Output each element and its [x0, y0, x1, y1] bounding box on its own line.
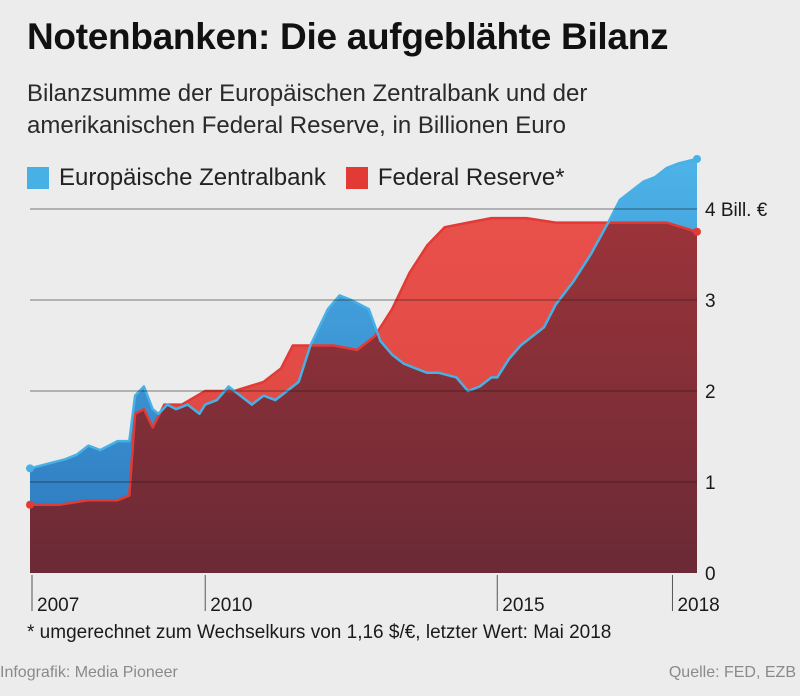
fed-start-dot — [26, 500, 34, 509]
x-tick-label-2015: 2015 — [502, 595, 544, 616]
source: Quelle: FED, EZB — [668, 664, 796, 681]
y-tick-label-4: 4 Bill. € — [705, 200, 768, 221]
legend-swatch-ecb — [27, 167, 49, 189]
credit: Infografik: Media Pioneer — [0, 664, 178, 681]
ecb-start-dot — [26, 464, 34, 473]
legend-label-ecb: Europäische Zentralbank — [59, 164, 326, 191]
y-tick-label-0: 0 — [705, 564, 716, 585]
legend: Europäische Zentralbank Federal Reserve* — [27, 160, 585, 196]
legend-item-ecb: Europäische Zentralbank — [27, 164, 326, 192]
footnote: * umgerechnet zum Wechselkurs von 1,16 $… — [27, 622, 612, 643]
y-tick-label-3: 3 — [705, 291, 716, 312]
x-tick-label-2018: 2018 — [677, 595, 719, 616]
chart-subtitle: Bilanzsumme der Europäischen Zentralbank… — [27, 80, 588, 139]
legend-swatch-fed — [345, 167, 368, 189]
overlap-area — [30, 218, 697, 573]
fed-line — [30, 216, 698, 507]
y-tick-label-2: 2 — [705, 382, 716, 403]
ecb-line — [29, 157, 698, 470]
y-tick-label-1: 1 — [705, 473, 716, 494]
balance-sheet-chart: 0 1 2 3 4 Bill. € 2007 2010 2015 2018 — [26, 154, 768, 616]
ecb-end-dot — [693, 154, 701, 163]
x-tick-label-2007: 2007 — [37, 595, 79, 616]
chart-title: Notenbanken: Die aufgeblähte Bilanz — [27, 16, 669, 57]
fed-end-dot — [693, 227, 701, 236]
legend-item-fed: Federal Reserve* — [345, 164, 565, 192]
legend-label-fed: Federal Reserve* — [377, 164, 565, 191]
x-tick-label-2010: 2010 — [210, 595, 252, 616]
